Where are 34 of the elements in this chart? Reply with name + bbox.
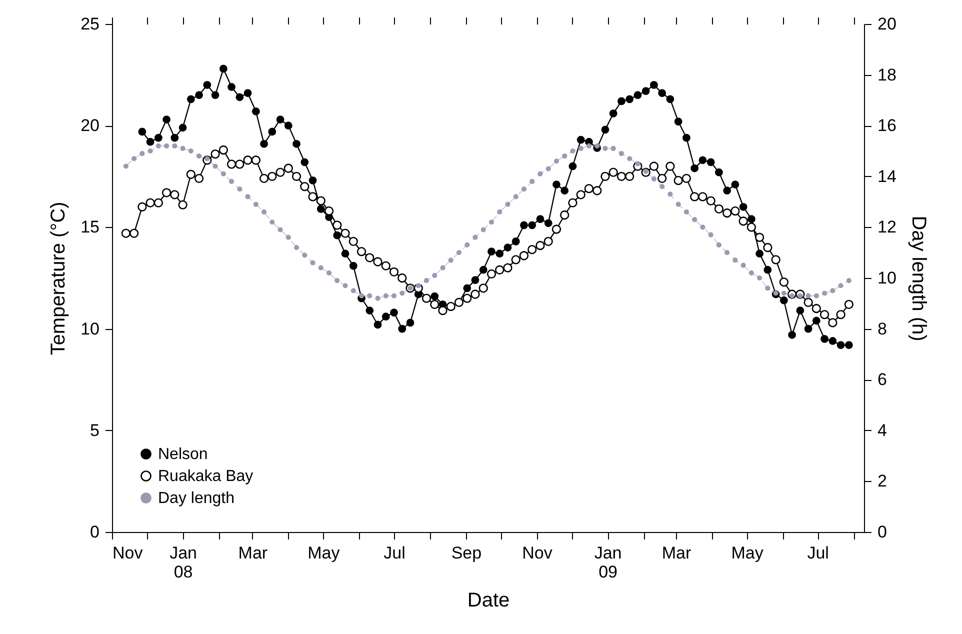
y2-tick-label: 18 <box>878 65 896 84</box>
legend-label: Ruakaka Bay <box>158 468 254 485</box>
y-tick-label: 0 <box>90 522 100 542</box>
y2-tick-label: 6 <box>878 370 887 390</box>
y-axis-title: Temperature (°C) <box>48 202 70 356</box>
y2-tick-label: 2 <box>878 472 887 491</box>
y2-tick-label: 14 <box>878 166 896 186</box>
y-tick-label: 15 <box>80 218 100 237</box>
x-tick-label: Jul <box>807 544 829 562</box>
x-axis-title: Date <box>467 590 510 612</box>
x-tick-label: Sep <box>451 544 482 562</box>
x-tick-label: Nov <box>112 544 144 562</box>
y-tick-label: 5 <box>90 420 100 440</box>
y-tick-label: 10 <box>80 319 100 338</box>
y2-tick-label: 4 <box>878 420 887 440</box>
legend-label: Day length <box>158 490 234 507</box>
y2-tick-label: 12 <box>878 218 896 237</box>
y2-tick-label: 20 <box>878 14 896 34</box>
x-tick-label: May <box>731 544 764 562</box>
legend-label: Nelson <box>158 446 208 463</box>
x-tick-label: Jul <box>384 544 406 562</box>
y2-axis-title: Day length (h) <box>907 216 930 342</box>
y2-tick-label: 16 <box>878 116 896 136</box>
x-tick-label: Mar <box>238 544 268 562</box>
x-tick-label: Nov <box>522 544 553 562</box>
x-tick-label: May <box>308 544 340 562</box>
y-tick-label: 25 <box>80 14 100 34</box>
y2-tick-label: 10 <box>878 268 896 288</box>
y2-tick-label: 0 <box>878 522 887 542</box>
x-tick-label: Jan 08 <box>170 544 197 582</box>
y-tick-label: 20 <box>80 116 100 136</box>
x-tick-label: Jan 09 <box>594 544 622 582</box>
y2-tick-label: 8 <box>878 319 887 338</box>
x-tick-label: Mar <box>662 544 692 562</box>
